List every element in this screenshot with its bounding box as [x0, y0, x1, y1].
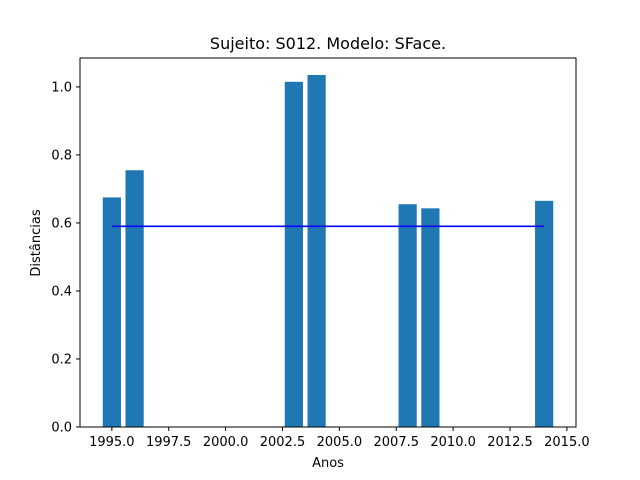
y-tick-label: 0.0: [51, 421, 72, 436]
axes-frame: [79, 57, 577, 428]
x-tick-label: 2007.5: [374, 435, 420, 450]
bars-group: [102, 75, 554, 427]
bar-1996: [125, 170, 144, 427]
y-tick-label: 1.0: [51, 80, 72, 95]
x-tick-label: 2012.5: [487, 435, 533, 450]
x-tick-label: 1995.0: [89, 435, 135, 450]
x-tick-label: 2005.0: [317, 435, 363, 450]
x-ticks-group: 1995.0 1997.5 2000.0 2002.5 2005.0 2007.5 2010…: [89, 427, 590, 450]
x-tick-label: 2010.0: [430, 435, 476, 450]
x-tick-label: 2002.5: [260, 435, 306, 450]
x-tick-label: 1997.5: [146, 435, 192, 450]
bar-2008: [398, 204, 417, 427]
bar-2014: [535, 200, 554, 427]
bar-2004: [307, 75, 326, 427]
y-tick-label: 0.2: [51, 352, 72, 367]
bar-1995: [102, 197, 121, 427]
y-axis-label: Distâncias: [29, 209, 44, 276]
x-tick-label: 2015.0: [544, 435, 590, 450]
x-tick-label: 2000.0: [203, 435, 249, 450]
bar-2009: [421, 208, 440, 427]
y-ticks-group: 0.0 0.2 0.4 0.6 0.8 1.0: [51, 80, 80, 436]
y-tick-label: 0.8: [51, 148, 72, 163]
y-tick-label: 0.4: [51, 284, 72, 299]
y-tick-label: 0.6: [51, 216, 72, 231]
chart-title: Sujeito: S012. Modelo: SFace.: [210, 34, 446, 53]
bar-2003: [284, 81, 303, 427]
x-axis-label: Anos: [312, 456, 344, 471]
